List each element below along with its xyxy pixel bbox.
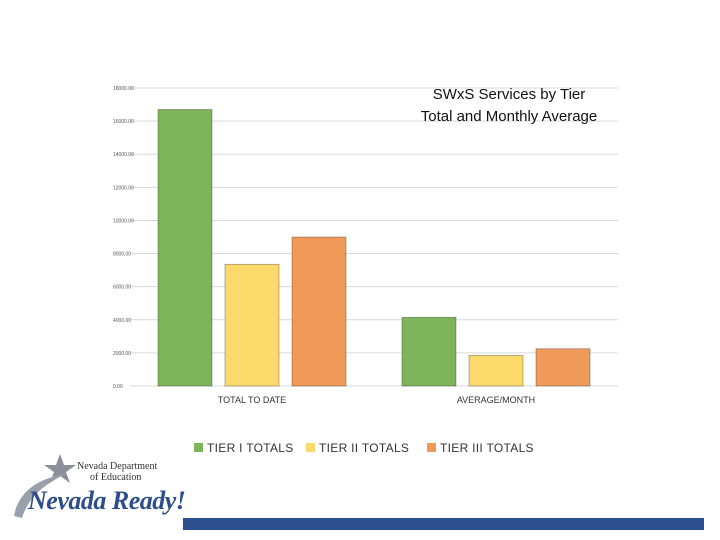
bars (157, 109, 591, 387)
y-tick-label: 8000.00 (113, 252, 131, 258)
bar-tier-i-totals-1 (401, 316, 457, 387)
nevada-ready-slogan: Nevada Ready! (28, 486, 186, 515)
swoosh-icon (14, 474, 66, 518)
legend-swatch (306, 443, 315, 452)
bar-tier-i-totals-0 (157, 109, 213, 387)
legend-label: TIER II TOTALS (319, 441, 409, 455)
legend: TIER I TOTALS TIER II TOTALS TIER III TOTA… (194, 441, 534, 455)
y-tick-label: 2000.00 (113, 351, 131, 357)
y-tick-label: 4000.00 (113, 318, 131, 324)
dept-name-line-1: Nevada Department (77, 461, 158, 472)
y-tick-label: 16000.00 (113, 119, 134, 125)
footer-bar (183, 518, 704, 530)
bar-tier-ii-totals-1 (468, 354, 524, 387)
chart-title-line-1: SWxS Services by Tier (433, 86, 586, 103)
y-tick-label: 14000.00 (113, 152, 134, 158)
category-labels: TOTAL TO DATE AVERAGE/MONTH (218, 395, 535, 405)
legend-item: TIER I TOTALS (194, 441, 294, 455)
y-tick-label: 18000.00 (113, 86, 134, 92)
y-tick-label: 6000.00 (113, 285, 131, 291)
chart-title-line-2: Total and Monthly Average (421, 108, 598, 125)
chart-title: SWxS Services by Tier Total and Monthly … (421, 86, 598, 125)
y-tick-label: 10000.00 (113, 218, 134, 224)
legend-swatch (194, 443, 203, 452)
category-label: TOTAL TO DATE (218, 395, 286, 405)
bar-tier-iii-totals-1 (535, 348, 591, 387)
legend-label: TIER I TOTALS (207, 441, 294, 455)
legend-swatch (427, 443, 436, 452)
bar-tier-iii-totals-0 (291, 236, 347, 387)
category-label: AVERAGE/MONTH (457, 395, 535, 405)
bar-tier-ii-totals-0 (224, 263, 280, 387)
nevada-department-logo: Nevada Department of Education Nevada Re… (8, 452, 188, 532)
legend-item: TIER II TOTALS (306, 441, 409, 455)
y-axis-ticks: 0.00 2000.00 4000.00 6000.00 8000.00 10000.00… (113, 86, 134, 390)
logo-art (14, 454, 76, 518)
legend-label: TIER III TOTALS (440, 441, 534, 455)
y-tick-label: 12000.00 (113, 185, 134, 191)
y-tick-label: 0.00 (113, 384, 123, 390)
legend-item: TIER III TOTALS (427, 441, 534, 455)
star-icon (44, 454, 76, 483)
dept-name-line-2: of Education (90, 472, 142, 483)
